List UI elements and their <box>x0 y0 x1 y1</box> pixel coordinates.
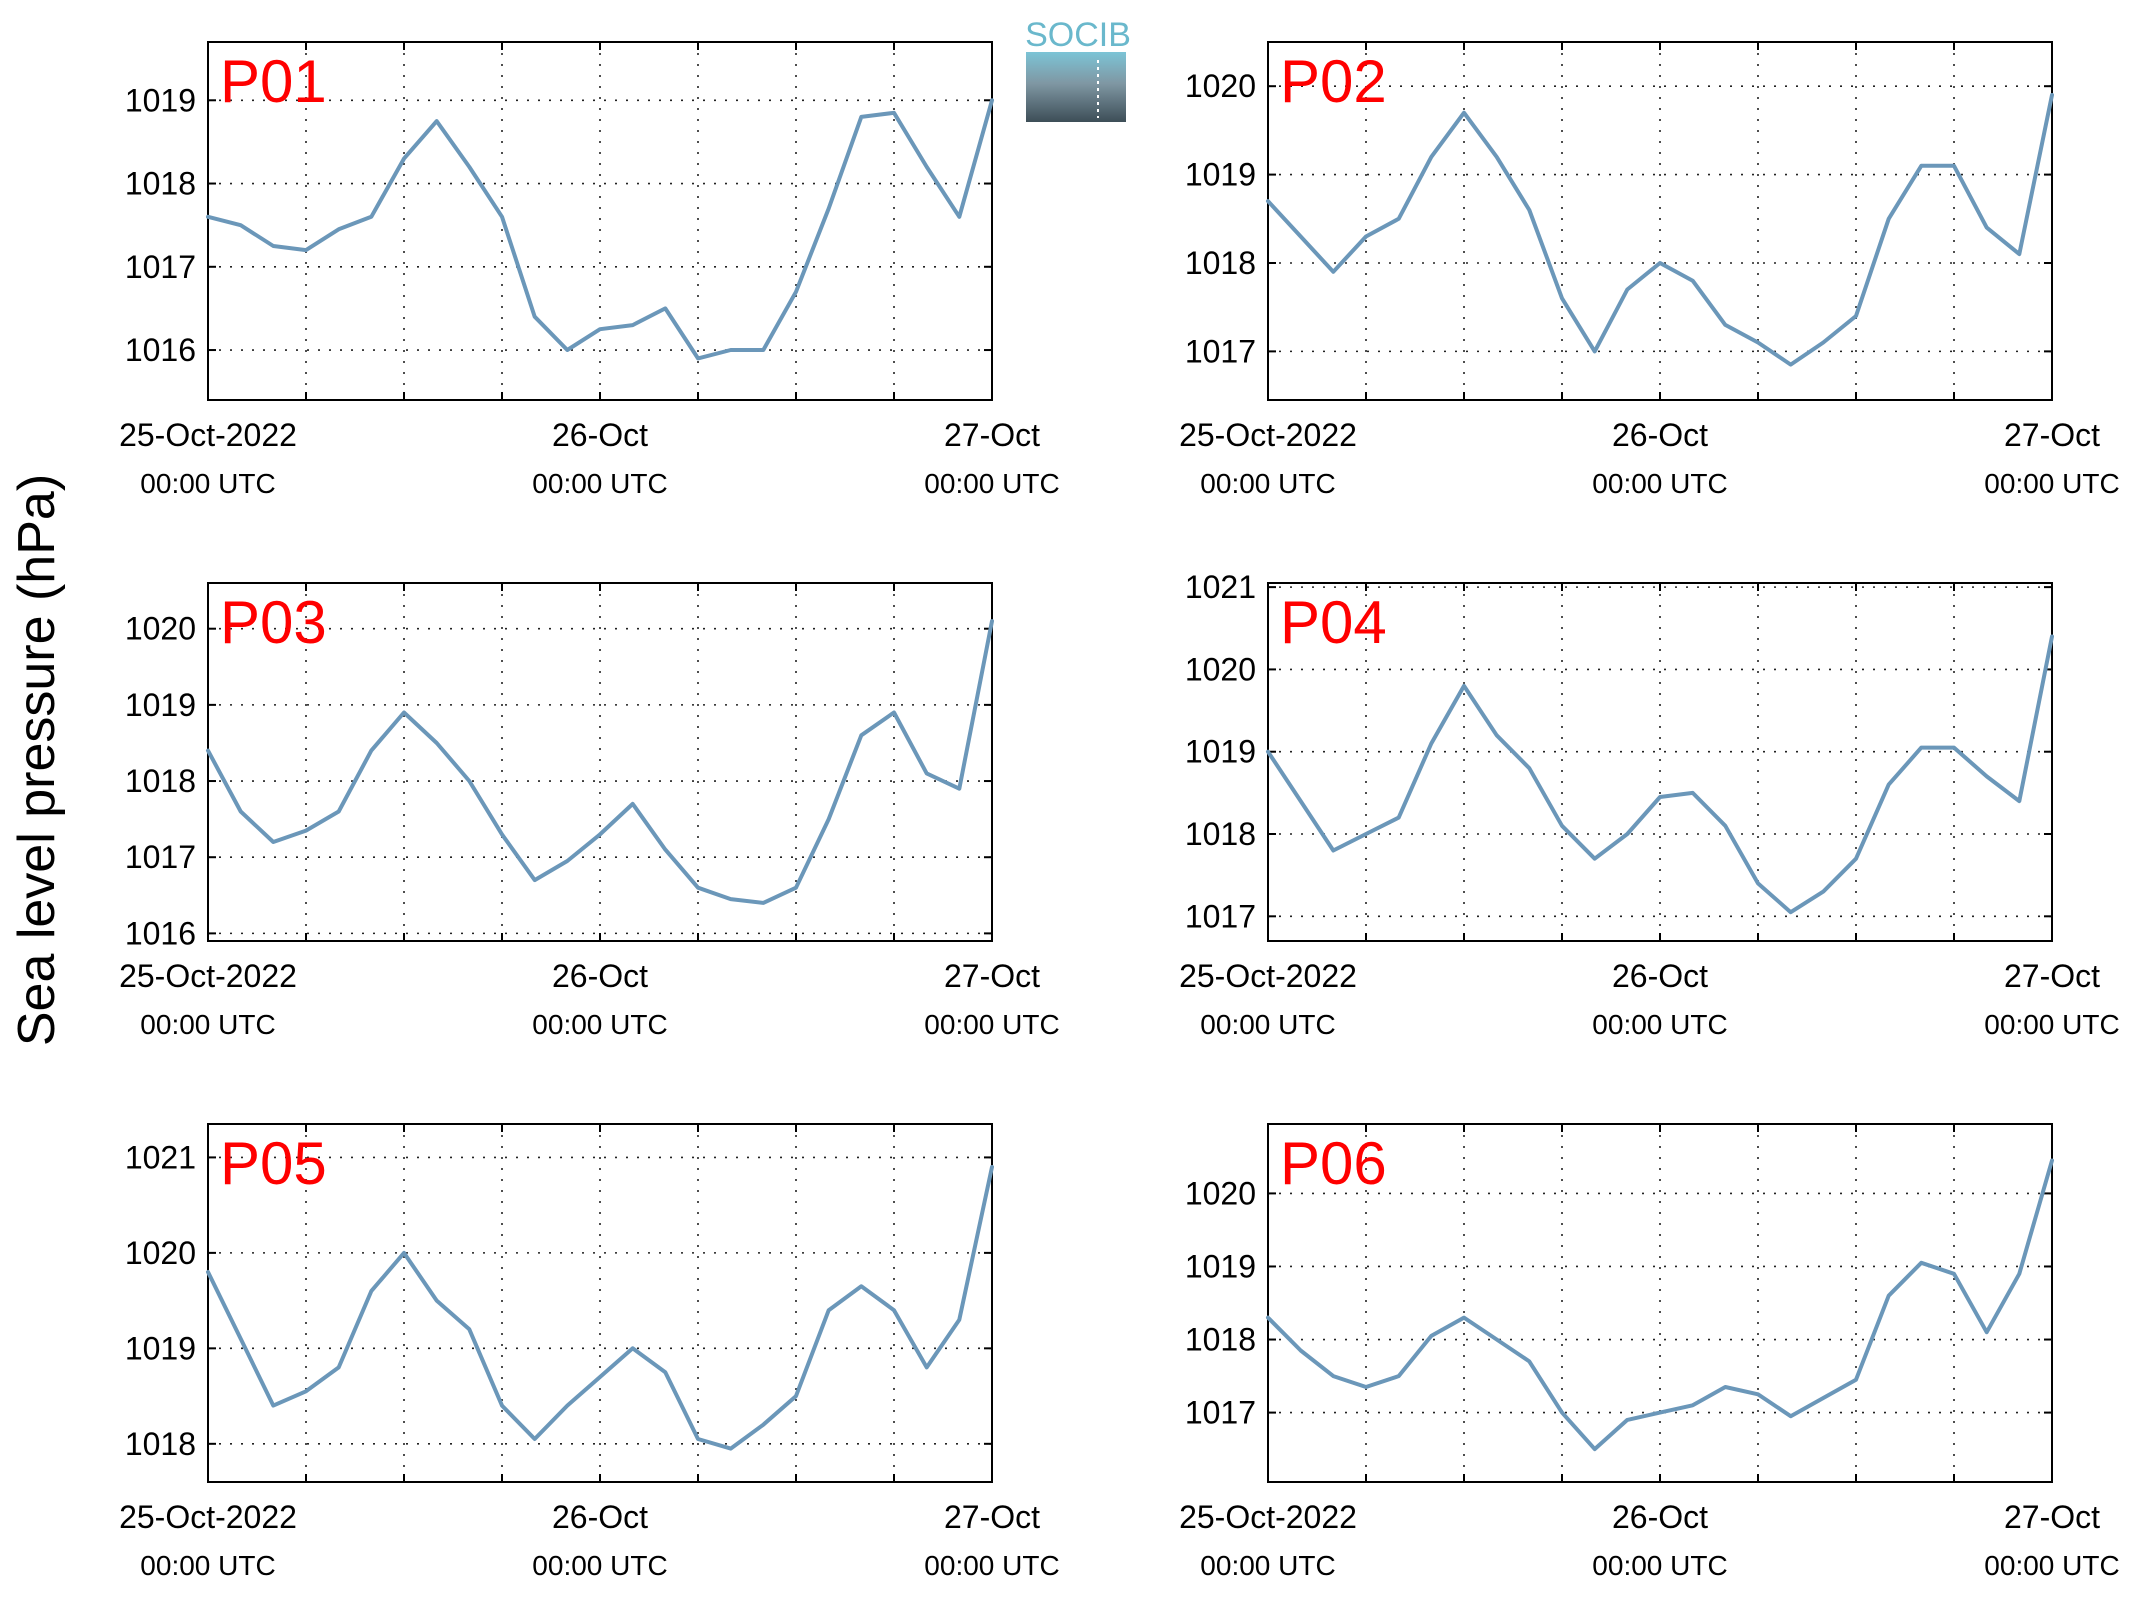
series-line-p06 <box>1266 1158 2054 1452</box>
y-tick-label: 1019 <box>1185 157 1256 193</box>
x-tick-label: 25-Oct-2022 <box>1179 958 1357 994</box>
y-tick-label: 1019 <box>125 687 196 723</box>
x-tick-sublabel: 00:00 UTC <box>140 468 275 499</box>
panel-p04: 1017 1018 1019 1020 1021 25-Oct-2022 00:00 UTC… <box>1179 569 2120 1040</box>
x-tick-sublabel: 00:00 UTC <box>1592 1009 1727 1040</box>
x-tick-sublabel: 00:00 UTC <box>924 468 1059 499</box>
x-tick-sublabel: 00:00 UTC <box>1200 468 1335 499</box>
x-tick-sublabel: 00:00 UTC <box>924 1009 1059 1040</box>
x-tick-label: 25-Oct-2022 <box>119 1499 297 1535</box>
x-tick-label: 25-Oct-2022 <box>119 417 297 453</box>
x-tick-label: 26-Oct <box>552 417 648 453</box>
y-tick-label: 1017 <box>1185 333 1256 369</box>
panel-p03: 1016 1017 1018 1019 1020 25-Oct-2022 00:00 UTC… <box>119 582 1060 1040</box>
panel-p01: 1016 1017 1018 1019 25-Oct-2022 00:00 UTC 26-O… <box>119 41 1060 499</box>
panel-label: P02 <box>1280 48 1387 115</box>
x-tick-label: 26-Oct <box>1612 417 1708 453</box>
x-tick-sublabel: 00:00 UTC <box>1200 1550 1335 1581</box>
x-tick-sublabel: 00:00 UTC <box>1984 1550 2119 1581</box>
series-line-p05 <box>206 1165 994 1451</box>
y-tick-label: 1016 <box>125 915 196 951</box>
x-tick-sublabel: 00:00 UTC <box>1984 1009 2119 1040</box>
y-axis-label: Sea level pressure (hPa) <box>8 474 66 1046</box>
y-tick-label: 1020 <box>1185 1175 1256 1211</box>
x-tick-sublabel: 00:00 UTC <box>1984 468 2119 499</box>
x-tick-label: 27-Oct <box>2004 417 2100 453</box>
series-line-p01 <box>206 98 994 361</box>
y-tick-label: 1018 <box>1185 245 1256 281</box>
x-tick-label: 27-Oct <box>2004 958 2100 994</box>
y-tick-label: 1018 <box>1185 1322 1256 1358</box>
y-tick-label: 1020 <box>125 611 196 647</box>
x-tick-label: 25-Oct-2022 <box>1179 417 1357 453</box>
y-tick-label: 1021 <box>1185 569 1256 605</box>
x-tick-sublabel: 00:00 UTC <box>924 1550 1059 1581</box>
x-tick-label: 25-Oct-2022 <box>119 958 297 994</box>
panel-label: P01 <box>220 48 327 115</box>
y-tick-label: 1017 <box>1185 1395 1256 1431</box>
x-tick-label: 27-Oct <box>944 958 1040 994</box>
x-tick-label: 26-Oct <box>1612 958 1708 994</box>
x-tick-sublabel: 00:00 UTC <box>532 1550 667 1581</box>
y-tick-label: 1017 <box>125 249 196 285</box>
logo-text: SOCIB <box>1025 16 1131 54</box>
x-tick-label: 26-Oct <box>552 1499 648 1535</box>
x-tick-label: 27-Oct <box>2004 1499 2100 1535</box>
x-tick-label: 25-Oct-2022 <box>1179 1499 1357 1535</box>
x-tick-label: 27-Oct <box>944 417 1040 453</box>
y-tick-label: 1019 <box>125 1330 196 1366</box>
panel-p02: 1017 1018 1019 1020 25-Oct-2022 00:00 UTC 26-O… <box>1179 41 2120 499</box>
panel-label: P06 <box>1280 1130 1387 1197</box>
x-tick-label: 26-Oct <box>552 958 648 994</box>
y-tick-label: 1018 <box>1185 816 1256 852</box>
y-tick-label: 1017 <box>125 839 196 875</box>
x-tick-sublabel: 00:00 UTC <box>1200 1009 1335 1040</box>
panel-label: P03 <box>220 589 327 656</box>
y-tick-label: 1021 <box>125 1139 196 1175</box>
x-tick-sublabel: 00:00 UTC <box>140 1550 275 1581</box>
x-tick-sublabel: 00:00 UTC <box>532 468 667 499</box>
panel-label: P04 <box>1280 589 1387 656</box>
series-line-p04 <box>1266 634 2054 915</box>
y-tick-label: 1016 <box>125 332 196 368</box>
y-tick-label: 1019 <box>1185 1248 1256 1284</box>
y-tick-label: 1020 <box>1185 651 1256 687</box>
y-tick-label: 1018 <box>125 763 196 799</box>
x-tick-sublabel: 00:00 UTC <box>1592 468 1727 499</box>
panel-p06: 1017 1018 1019 1020 25-Oct-2022 00:00 UTC 26-O… <box>1179 1123 2120 1581</box>
series-line-p02 <box>1266 93 2054 367</box>
y-tick-label: 1019 <box>125 82 196 118</box>
y-tick-label: 1018 <box>125 166 196 202</box>
x-tick-sublabel: 00:00 UTC <box>532 1009 667 1040</box>
panel-p05: 1018 1019 1020 1021 25-Oct-2022 00:00 UTC 26-O… <box>119 1123 1060 1581</box>
y-tick-label: 1019 <box>1185 734 1256 770</box>
socib-logo: SOCIB <box>1025 16 1131 122</box>
x-tick-label: 27-Oct <box>944 1499 1040 1535</box>
y-tick-label: 1018 <box>125 1426 196 1462</box>
y-tick-label: 1020 <box>125 1235 196 1271</box>
y-tick-label: 1017 <box>1185 898 1256 934</box>
x-tick-sublabel: 00:00 UTC <box>140 1009 275 1040</box>
series-line-p03 <box>206 619 994 905</box>
x-tick-label: 26-Oct <box>1612 1499 1708 1535</box>
x-tick-sublabel: 00:00 UTC <box>1592 1550 1727 1581</box>
y-tick-label: 1020 <box>1185 68 1256 104</box>
panel-label: P05 <box>220 1130 327 1197</box>
